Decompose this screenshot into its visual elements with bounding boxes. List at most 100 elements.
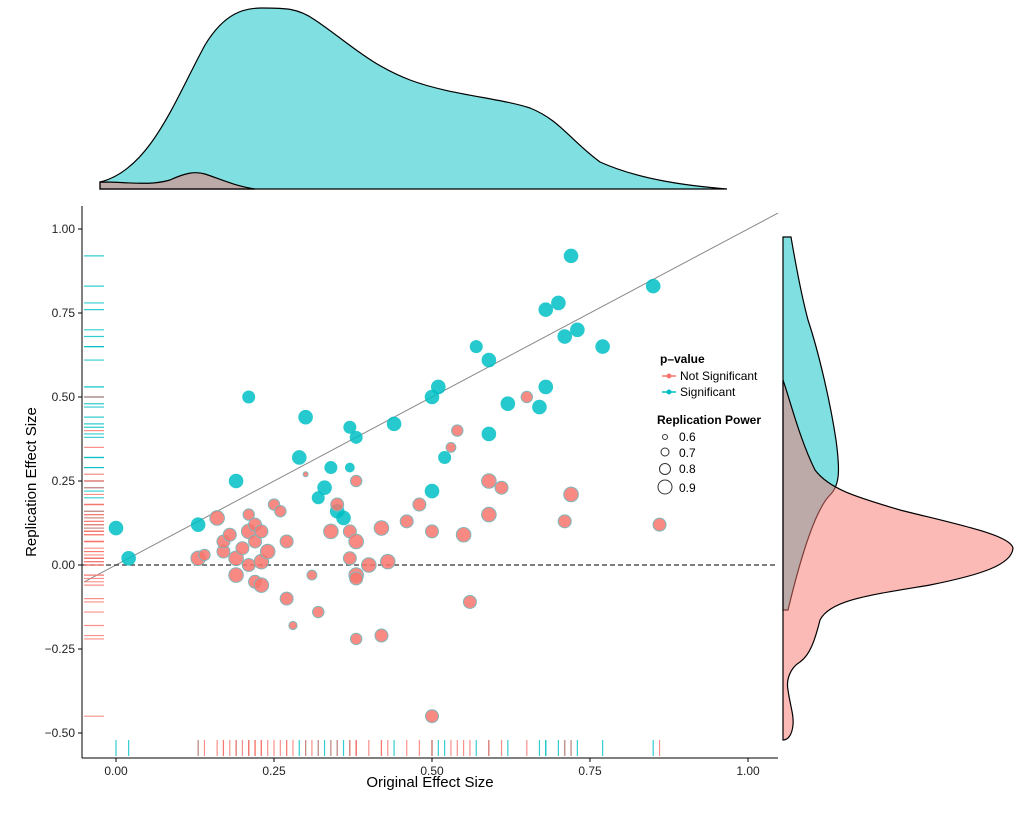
x-tick-label: 0.50 — [420, 764, 444, 778]
point-significant — [311, 491, 325, 505]
y-tick-label: 0.50 — [52, 390, 76, 404]
y-tick-label: 1.00 — [52, 222, 76, 236]
point-not-significant — [323, 523, 339, 540]
point-significant — [344, 462, 355, 473]
point-not-significant — [374, 628, 389, 643]
point-significant — [481, 352, 497, 368]
legend-label-not-significant: Not Significant — [680, 369, 758, 383]
point-not-significant — [481, 506, 497, 523]
point-not-significant — [425, 709, 439, 724]
point-not-significant — [399, 514, 414, 529]
point-not-significant — [481, 473, 497, 489]
point-not-significant — [259, 543, 276, 560]
point-not-significant — [342, 551, 357, 566]
point-not-significant — [349, 474, 363, 488]
legend-size-label-0.8: 0.8 — [679, 462, 696, 476]
x-tick-label: 0.25 — [262, 764, 286, 778]
legend: p–value Not Significant Significant Repl… — [657, 352, 761, 495]
legend-label-significant: Significant — [680, 385, 736, 399]
legend-size-label-0.6: 0.6 — [679, 430, 696, 444]
point-not-significant — [349, 632, 363, 646]
y-axis-title: Replication Effect Size — [23, 407, 40, 557]
point-not-significant — [652, 517, 667, 532]
point-significant — [298, 409, 313, 425]
point-not-significant — [198, 548, 211, 562]
point-not-significant — [494, 480, 509, 495]
point-significant — [481, 426, 497, 442]
legend-dot-significant — [666, 389, 672, 395]
top-density-not-significant — [99, 172, 256, 190]
point-significant — [291, 450, 307, 465]
point-significant — [557, 329, 573, 344]
legend-size-0.9 — [657, 479, 673, 495]
legend-size-label-0.7: 0.7 — [679, 446, 696, 460]
x-axis-title: Original Effect Size — [366, 774, 493, 791]
point-significant — [317, 480, 332, 496]
y-rug — [84, 255, 104, 717]
point-not-significant — [412, 497, 427, 512]
point-not-significant — [241, 558, 256, 572]
point-significant — [538, 379, 554, 395]
point-significant — [343, 420, 357, 434]
plot-axes — [81, 206, 778, 759]
top-marginal-density — [99, 7, 728, 190]
point-not-significant — [306, 569, 318, 581]
point-significant — [570, 322, 585, 338]
point-significant — [438, 450, 452, 464]
legend-size-0.8 — [659, 463, 671, 475]
point-not-significant — [235, 541, 250, 556]
right-density-not-significant — [782, 379, 1014, 741]
y-tick-label: 0.75 — [52, 306, 76, 320]
point-not-significant — [248, 534, 263, 549]
point-not-significant — [563, 486, 579, 503]
point-not-significant — [242, 508, 255, 521]
top-density-significant — [99, 7, 728, 190]
y-axis-ticks: −0.50 −0.25 0.00 0.25 0.50 0.75 1.00 — [45, 222, 82, 740]
point-significant — [108, 520, 124, 536]
point-not-significant — [445, 442, 457, 453]
point-significant — [386, 416, 402, 432]
point-not-significant — [253, 577, 270, 593]
legend-size-0.6 — [662, 434, 668, 440]
point-significant — [551, 295, 566, 311]
point-not-significant — [425, 524, 439, 539]
point-not-significant — [330, 497, 345, 512]
point-not-significant — [349, 571, 364, 586]
x-axis-ticks: 0.00 0.25 0.50 0.75 1.00 — [104, 758, 760, 778]
point-not-significant — [361, 557, 377, 573]
point-not-significant — [373, 520, 390, 536]
point-not-significant — [557, 514, 572, 529]
point-significant — [500, 396, 516, 412]
point-not-significant — [274, 505, 287, 518]
point-significant — [349, 430, 363, 444]
legend-color-title: p–value — [660, 352, 705, 366]
y-tick-label: −0.25 — [45, 642, 76, 656]
point-significant — [324, 461, 338, 475]
y-tick-label: −0.50 — [45, 726, 76, 740]
y-tick-label: 0.00 — [52, 558, 76, 572]
point-significant — [469, 340, 483, 354]
point-not-significant — [288, 620, 298, 631]
point-significant — [190, 517, 206, 532]
point-not-significant — [254, 524, 269, 539]
x-rug — [115, 740, 661, 756]
point-not-significant — [209, 510, 225, 526]
point-significant — [563, 248, 579, 264]
point-not-significant — [379, 553, 396, 570]
point-not-significant — [312, 605, 325, 619]
legend-size-title: Replication Power — [657, 413, 761, 427]
point-not-significant — [279, 591, 294, 606]
x-tick-label: 0.75 — [578, 764, 602, 778]
point-significant — [228, 473, 244, 489]
data-points — [108, 248, 667, 724]
point-significant — [538, 302, 554, 317]
point-not-significant — [302, 471, 309, 478]
point-significant — [532, 399, 547, 415]
legend-dot-not-significant — [666, 373, 672, 379]
point-not-significant — [228, 567, 244, 583]
point-not-significant — [348, 533, 364, 550]
y-tick-label: 0.25 — [52, 474, 76, 488]
point-significant — [424, 483, 440, 499]
point-significant — [336, 510, 351, 526]
